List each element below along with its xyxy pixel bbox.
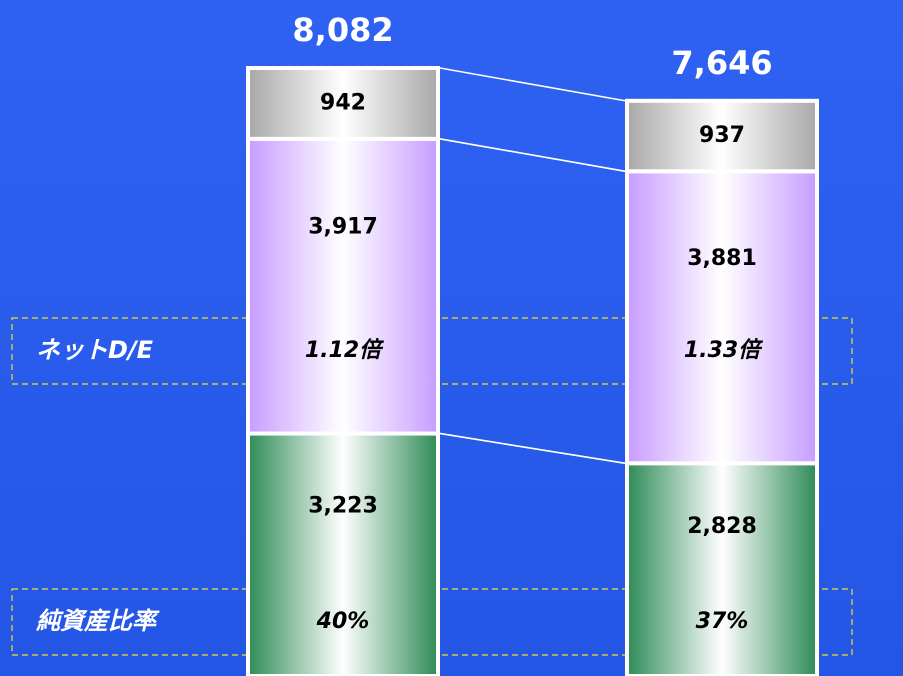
value-label: 3,223 bbox=[308, 493, 378, 518]
ratio-value: 1.12倍 bbox=[305, 337, 384, 363]
ratio-value: 1.33倍 bbox=[684, 337, 763, 363]
connector bbox=[439, 138, 626, 173]
ratio-value: 40% bbox=[316, 609, 370, 634]
value-label: 937 bbox=[699, 123, 745, 148]
bar-segment bbox=[246, 431, 440, 676]
bar-segment bbox=[625, 169, 819, 466]
ratio-label: ネットD/E bbox=[36, 336, 154, 364]
total-label: 8,082 bbox=[292, 11, 393, 49]
connector bbox=[439, 67, 626, 102]
value-label: 3,917 bbox=[308, 214, 378, 239]
bar-segment bbox=[625, 461, 819, 676]
value-label: 2,828 bbox=[687, 514, 757, 539]
bar-segment bbox=[246, 136, 440, 436]
connector bbox=[439, 432, 626, 464]
value-label: 3,881 bbox=[687, 246, 757, 271]
bar-segment bbox=[246, 66, 440, 141]
value-label: 942 bbox=[320, 90, 366, 115]
total-label: 7,646 bbox=[671, 44, 772, 82]
ratio-label: 純資産比率 bbox=[35, 607, 160, 635]
ratio-value: 37% bbox=[696, 609, 749, 634]
bar-segment bbox=[625, 98, 819, 174]
